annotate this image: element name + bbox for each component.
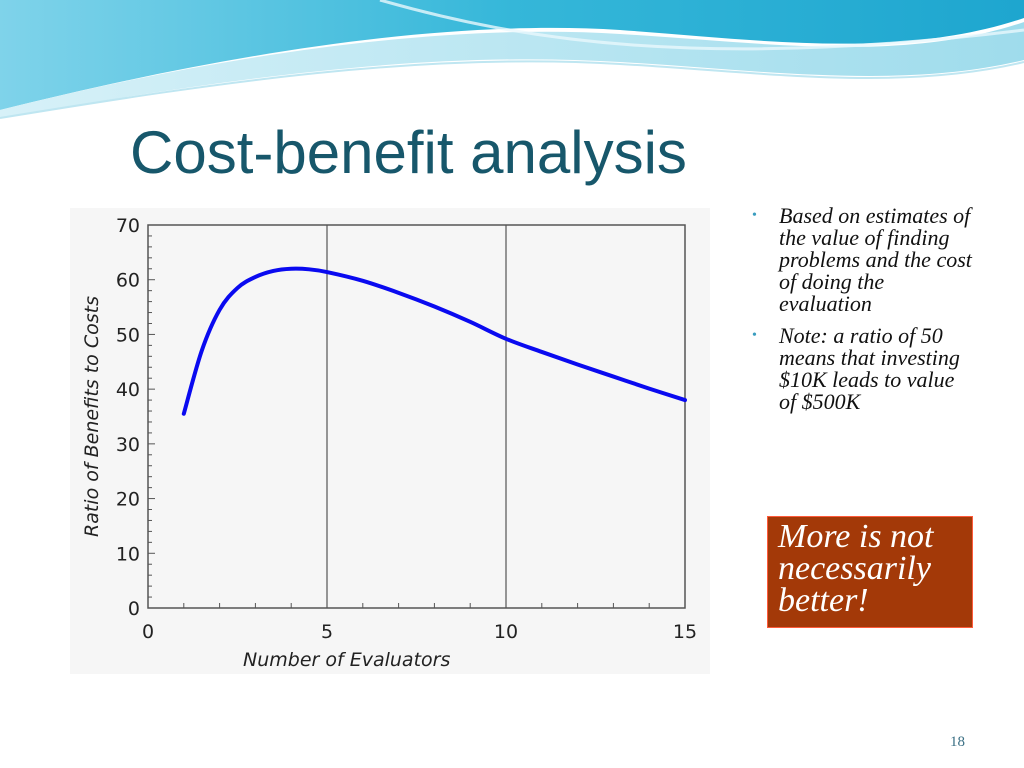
x-tick-label: 15 bbox=[673, 621, 697, 643]
y-tick-label: 40 bbox=[116, 379, 140, 401]
slide-title: Cost-benefit analysis bbox=[130, 119, 687, 186]
bullet-list: • Based on estimates of the value of find… bbox=[752, 205, 972, 423]
series-line bbox=[181, 266, 687, 416]
bullet-icon: • bbox=[752, 208, 757, 223]
y-tick-label: 0 bbox=[128, 598, 140, 620]
tick-labels: 0 5 10 15 0 10 20 30 40 50 60 70 bbox=[116, 215, 697, 643]
plot-frame bbox=[147, 224, 686, 609]
bullet-text: Based on estimates of the value of findi… bbox=[779, 203, 972, 316]
bullet-text: Note: a ratio of 50 means that investing… bbox=[779, 323, 960, 414]
callout-text: More is not necessarily better! bbox=[778, 518, 934, 619]
bullet-item: • Note: a ratio of 50 means that investin… bbox=[752, 325, 972, 413]
header-wave-decoration bbox=[0, 0, 1024, 119]
x-tick-label: 0 bbox=[142, 621, 154, 643]
x-tick-label: 10 bbox=[494, 621, 518, 643]
y-tick-label: 20 bbox=[116, 489, 140, 511]
x-tick-label: 5 bbox=[321, 621, 333, 643]
tick-marks bbox=[147, 224, 686, 609]
bullet-item: • Based on estimates of the value of find… bbox=[752, 205, 972, 315]
x-axis-title: Number of Evaluators bbox=[243, 649, 450, 671]
chart-panel: 0 5 10 15 0 10 20 30 40 50 60 70 Number of Evaluato… bbox=[70, 208, 710, 674]
y-axis-title: Ratio of Benefits to Costs bbox=[81, 296, 103, 537]
page-number: 18 bbox=[950, 734, 965, 750]
y-tick-label: 30 bbox=[116, 434, 140, 456]
y-tick-label: 10 bbox=[116, 543, 140, 565]
y-tick-label: 60 bbox=[116, 270, 140, 292]
callout-box: More is not necessarily better! bbox=[767, 516, 973, 628]
y-tick-label: 50 bbox=[116, 324, 140, 346]
grid bbox=[326, 225, 507, 608]
y-tick-label: 70 bbox=[116, 215, 140, 237]
bullet-icon: • bbox=[752, 328, 757, 343]
benefit-cost-chart: 0 5 10 15 0 10 20 30 40 50 60 70 Number of Evaluato… bbox=[81, 215, 697, 671]
